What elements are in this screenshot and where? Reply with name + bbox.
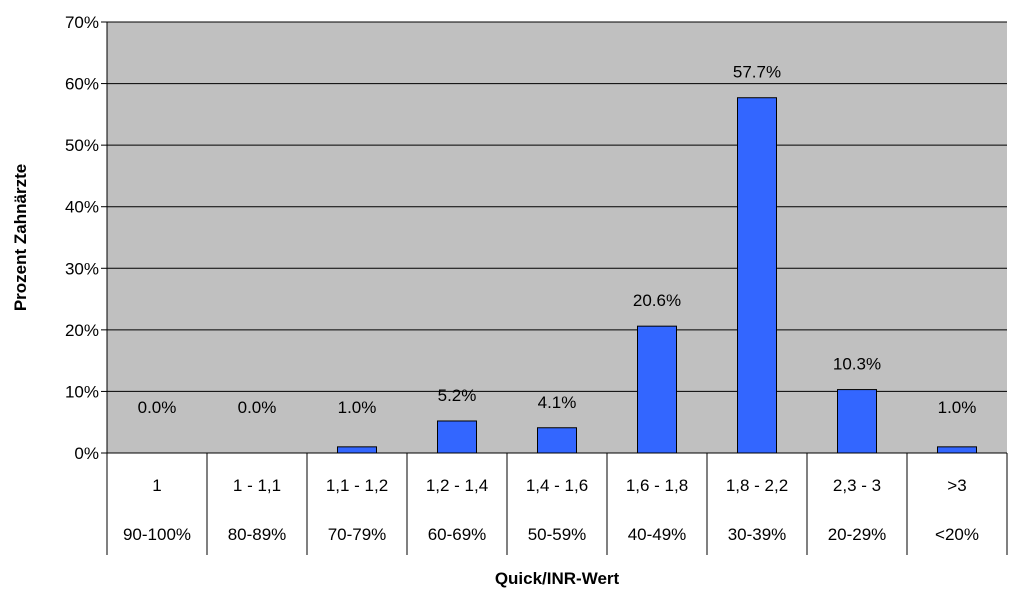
x-category-label: 1,6 - 1,8 [626,476,688,495]
x-category-secondary-label: 70-79% [328,525,387,544]
y-tick-label: 30% [65,259,99,278]
bar [737,97,777,454]
x-category-secondary-label: 80-89% [228,525,287,544]
x-category-label: 1,1 - 1,2 [326,476,388,495]
x-category-label: 1 [152,476,161,495]
x-category-secondary-label: 60-69% [428,525,487,544]
y-axis-title: Prozent Zahnärzte [11,164,30,311]
x-category-secondary-label: 20-29% [828,525,887,544]
bar [637,325,677,454]
y-tick-label: 0% [74,444,99,463]
x-axis-title: Quick/INR-Wert [495,569,620,588]
axes [106,22,1007,454]
data-label: 0.0% [238,398,277,417]
bar [337,446,377,454]
y-tick-label: 70% [65,13,99,32]
data-label: 1.0% [338,398,377,417]
y-tick-label: 20% [65,321,99,340]
x-category-label: 1,2 - 1,4 [426,476,488,495]
x-category-secondary-label: 50-59% [528,525,587,544]
data-label: 10.3% [833,355,881,374]
x-category-label: 1,8 - 2,2 [726,476,788,495]
y-tick-label: 50% [65,136,99,155]
y-tick-label: 40% [65,198,99,217]
bar [837,389,877,454]
data-label: 5.2% [438,386,477,405]
x-category-label: 1,4 - 1,6 [526,476,588,495]
x-category-secondary-label: <20% [935,525,979,544]
plot-area [107,22,1007,453]
x-category-secondary-label: 30-39% [728,525,787,544]
x-category-label: >3 [947,476,966,495]
y-tick-label: 60% [65,75,99,94]
data-label: 1.0% [938,398,977,417]
x-category-secondary-label: 90-100% [123,525,191,544]
bar [437,420,477,454]
bar [937,446,977,454]
category-table: 1 90-100% 1 - 1,1 80-89% 1,1 - 1,2 70-79% 1,2 … [106,453,1008,555]
gridlines [107,21,1007,392]
y-axis-ticks: 0% 10% 20% 30% 40% 50% 60% 70% [65,13,107,463]
x-category-label: 2,3 - 3 [833,476,881,495]
data-label: 57.7% [733,63,781,82]
y-tick-label: 10% [65,382,99,401]
bars [337,97,977,454]
data-labels: 0.0% 0.0% 1.0% 5.2% 4.1% 20.6% 57.7% 10.3% 1.0% [138,63,977,417]
x-category-label: 1 - 1,1 [233,476,281,495]
x-category-secondary-label: 40-49% [628,525,687,544]
data-label: 20.6% [633,291,681,310]
data-label: 0.0% [138,398,177,417]
bar [537,427,577,454]
data-label: 4.1% [538,393,577,412]
